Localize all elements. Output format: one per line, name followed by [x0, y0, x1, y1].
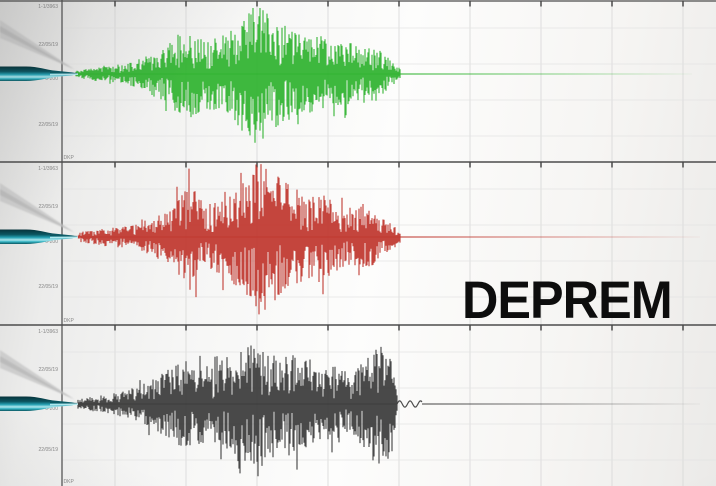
pen-arm-shadow-icon [0, 26, 75, 70]
pen-body-icon [0, 396, 78, 411]
pen-stylus [0, 20, 79, 81]
label-date-lower: 22/05/19 [39, 122, 59, 128]
pen-arm-shadow-icon [0, 356, 75, 400]
seismogram-trace-component-dark [77, 345, 398, 477]
pen-arm-icon [0, 183, 77, 234]
label-range: 0-200 [45, 76, 58, 82]
seismogram-trace-component-red [77, 164, 401, 315]
pen-arm-icon [0, 350, 77, 401]
label-date-lower: 22/05/19 [39, 447, 59, 453]
label-corner: DKP [64, 155, 75, 161]
pen-arm-shadow-icon [0, 189, 75, 233]
label-range: 0-200 [45, 406, 58, 412]
label-corner: DKP [64, 479, 75, 485]
pen-arm-icon [0, 20, 77, 71]
pen-shaft-outline [49, 235, 78, 237]
label-station-id: 1-1/3963 [38, 166, 58, 172]
pen-stylus [0, 350, 79, 411]
headline-deprem: DEPREM [462, 271, 673, 330]
trace-squiggle [396, 400, 423, 408]
label-station-id: 1-1/3963 [38, 4, 58, 10]
pen-shaft-outline [49, 402, 78, 404]
label-date-upper: 22/05/19 [39, 204, 59, 210]
label-date-upper: 22/05/19 [39, 42, 59, 48]
label-corner: DKP [64, 318, 75, 324]
pen-shaft-outline [49, 72, 78, 74]
pen-stylus [0, 183, 79, 244]
pen-body-icon [0, 229, 78, 244]
label-date-lower: 22/05/19 [39, 284, 59, 290]
pen-body-icon [0, 66, 78, 81]
label-range: 0-200 [45, 239, 58, 245]
label-station-id: 1-1/3963 [38, 329, 58, 335]
label-date-upper: 22/05/19 [39, 367, 59, 373]
